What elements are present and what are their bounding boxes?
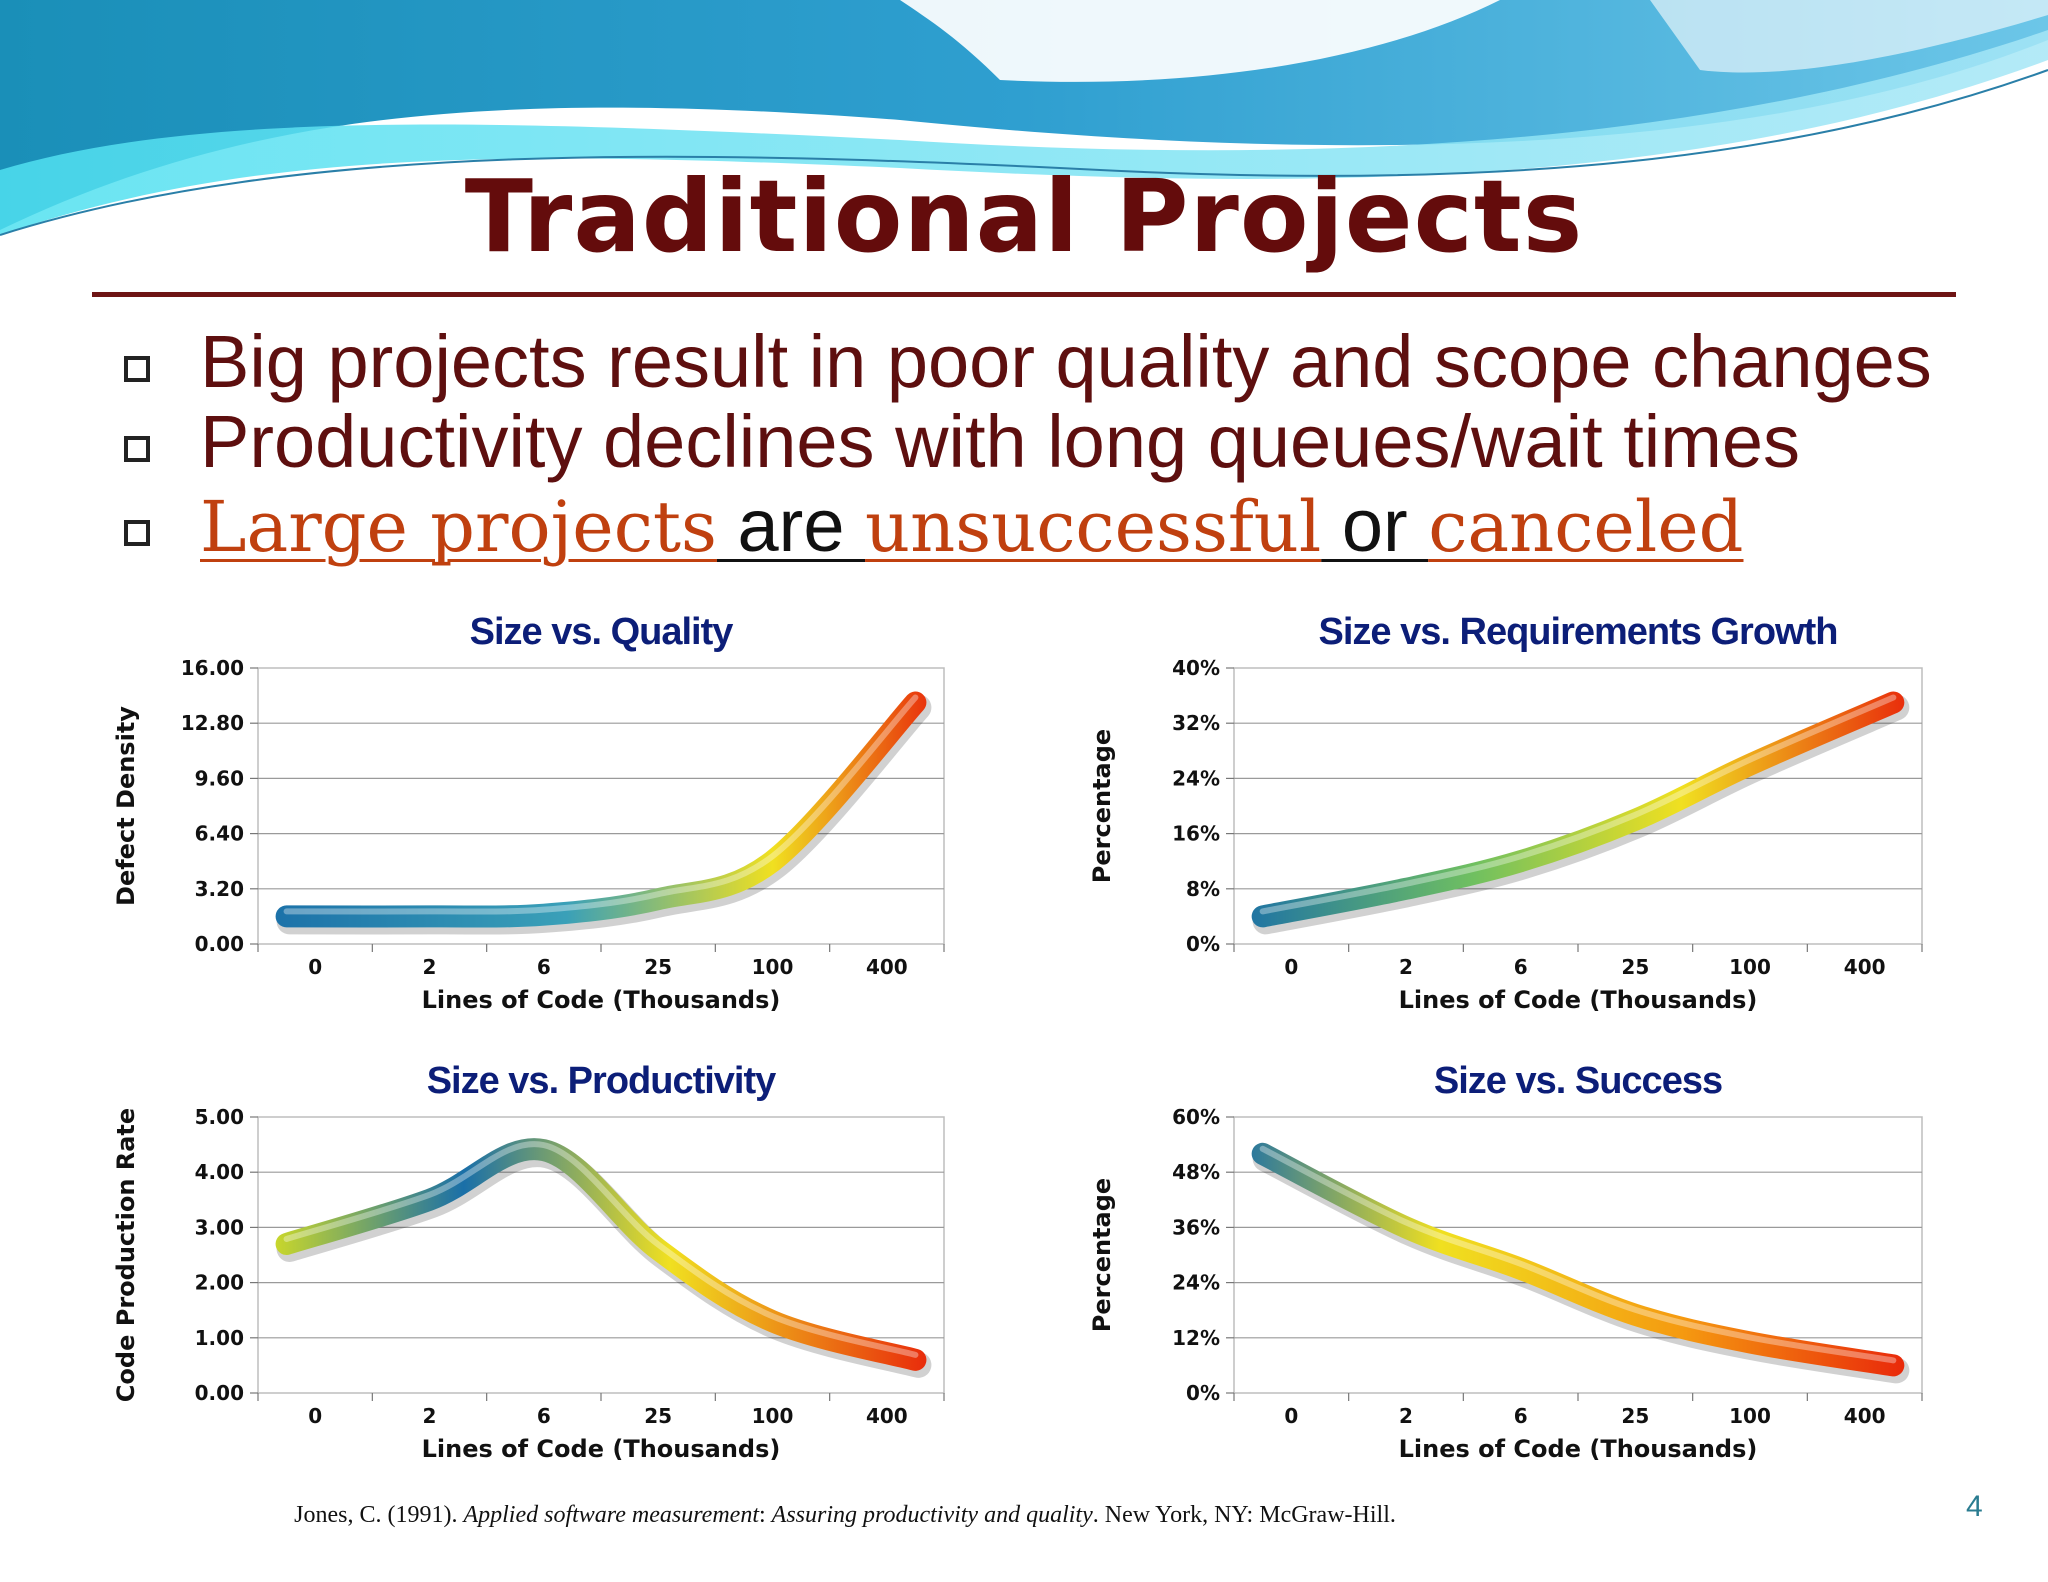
square-bullet-icon [124,436,150,462]
title-divider [92,292,1956,297]
x-tick-label: 0 [1284,955,1298,979]
citation-publisher: . New York, NY: McGraw-Hill. [1092,1502,1396,1528]
y-tick-label: 32% [1172,711,1220,735]
x-tick-label: 0 [308,955,322,979]
wave-banner [0,0,2048,236]
citation: Jones, C. (1991). Applied software measu… [0,1502,1690,1529]
series-line-highlight [283,1141,919,1358]
x-axis-label: Lines of Code (Thousands) [422,986,781,1014]
x-axis-label: Lines of Code (Thousands) [1399,1435,1758,1463]
chart-panel: Size vs. Productivity 0.00 1.00 2.00 3.00 4.0… [112,1060,945,1463]
y-tick-label: 48% [1172,1160,1220,1184]
x-tick-label: 400 [1844,955,1886,979]
y-tick-label: 40% [1172,656,1220,680]
x-tick-label: 100 [1729,955,1771,979]
large-projects-link[interactable]: Large projects [200,486,717,568]
x-tick-label: 6 [537,1404,551,1428]
bullet-item: Productivity declines with long queues/w… [120,402,1932,482]
y-tick-label: 16.00 [181,656,244,680]
y-tick-label: 2.00 [195,1271,244,1295]
x-tick-label: 6 [537,955,551,979]
x-tick-label: 100 [752,1404,794,1428]
x-tick-label: 100 [1729,1404,1771,1428]
x-tick-label: 2 [423,955,437,979]
bullet-item: Big projects result in poor quality and … [120,322,1932,402]
y-tick-label: 3.20 [195,877,244,901]
bullet-item: Large projects are unsuccessful or cance… [120,484,1932,568]
x-tick-label: 6 [1514,955,1528,979]
citation-colon: : [758,1502,772,1528]
x-tick-label: 100 [752,955,794,979]
x-tick-label: 2 [423,1404,437,1428]
y-tick-label: 3.00 [195,1215,244,1239]
x-axis-label: Lines of Code (Thousands) [422,1435,781,1463]
y-tick-label: 60% [1172,1105,1220,1129]
citation-subtitle: Assuring productivity and quality [771,1502,1093,1528]
x-tick-label: 2 [1399,1404,1413,1428]
y-tick-label: 12.80 [181,711,244,735]
bullet-text: or [1321,484,1429,567]
y-tick-label: 6.40 [195,822,244,846]
x-tick-label: 25 [644,1404,672,1428]
y-tick-label: 0.00 [195,932,244,956]
bullet-text: Productivity declines with long queues/w… [200,400,1800,483]
y-tick-label: 0.00 [195,1381,244,1405]
citation-author: Jones, C. (1991). [294,1502,464,1528]
series-line [1251,1142,1905,1377]
series-line-highlight [1259,694,1897,915]
series-line [275,1138,927,1371]
chart-title: Size vs. Requirements Growth [1319,611,1838,653]
x-tick-label: 400 [1844,1404,1886,1428]
x-tick-label: 25 [1621,1404,1649,1428]
series-line-highlight [283,694,919,915]
x-tick-label: 25 [1621,955,1649,979]
canceled-link[interactable]: canceled [1428,486,1744,568]
bullet-text: are [716,484,866,567]
y-tick-label: 5.00 [195,1105,244,1129]
square-bullet-icon [124,520,150,546]
y-tick-label: 0% [1186,932,1220,956]
y-tick-label: 16% [1172,822,1220,846]
y-tick-label: 24% [1172,1271,1220,1295]
x-tick-label: 6 [1514,1404,1528,1428]
series-line [275,691,927,928]
x-axis-label: Lines of Code (Thousands) [1399,986,1758,1014]
y-axis-label: Code Production Rate [112,1108,140,1402]
y-tick-label: 4.00 [195,1160,244,1184]
chart-panel: Size vs. Requirements Growth 0% 8% 16% 24% 32… [1088,611,1923,1014]
y-axis-label: Percentage [1088,729,1116,883]
x-tick-label: 2 [1399,955,1413,979]
chart-title: Size vs. Success [1434,1060,1722,1102]
slide-title: Traditional Projects [464,158,1584,275]
x-tick-label: 0 [1284,1404,1298,1428]
y-tick-label: 24% [1172,766,1220,790]
y-axis-label: Percentage [1088,1178,1116,1332]
bullet-list: Big projects result in poor quality and … [120,322,1932,568]
chart-panel: Size vs. Success 0% 12% 24% 36% 48% 60% 0 2 6 25 10… [1088,1060,1923,1463]
square-bullet-icon [124,356,150,382]
unsuccessful-link[interactable]: unsuccessful [865,486,1322,568]
y-tick-label: 36% [1172,1215,1220,1239]
series-line [1251,691,1905,928]
y-tick-label: 1.00 [195,1326,244,1350]
y-axis-label: Defect Density [112,706,140,906]
x-tick-label: 400 [866,1404,908,1428]
series-line-highlight [1259,1145,1897,1364]
chart-title: Size vs. Productivity [427,1060,776,1102]
y-tick-label: 8% [1186,877,1220,901]
x-tick-label: 0 [308,1404,322,1428]
chart-title: Size vs. Quality [470,611,734,653]
y-tick-label: 12% [1172,1326,1220,1350]
y-tick-label: 9.60 [195,766,244,790]
x-tick-label: 400 [866,955,908,979]
y-tick-label: 0% [1186,1381,1220,1405]
page-number: 4 [1966,1490,1983,1523]
x-tick-label: 25 [644,955,672,979]
chart-panel: Size vs. Quality 0.00 3.20 6.40 9.60 12.80 16.… [112,611,945,1014]
citation-title: Applied software measurement [463,1502,759,1528]
bullet-text: Big projects result in poor quality and … [200,320,1932,403]
